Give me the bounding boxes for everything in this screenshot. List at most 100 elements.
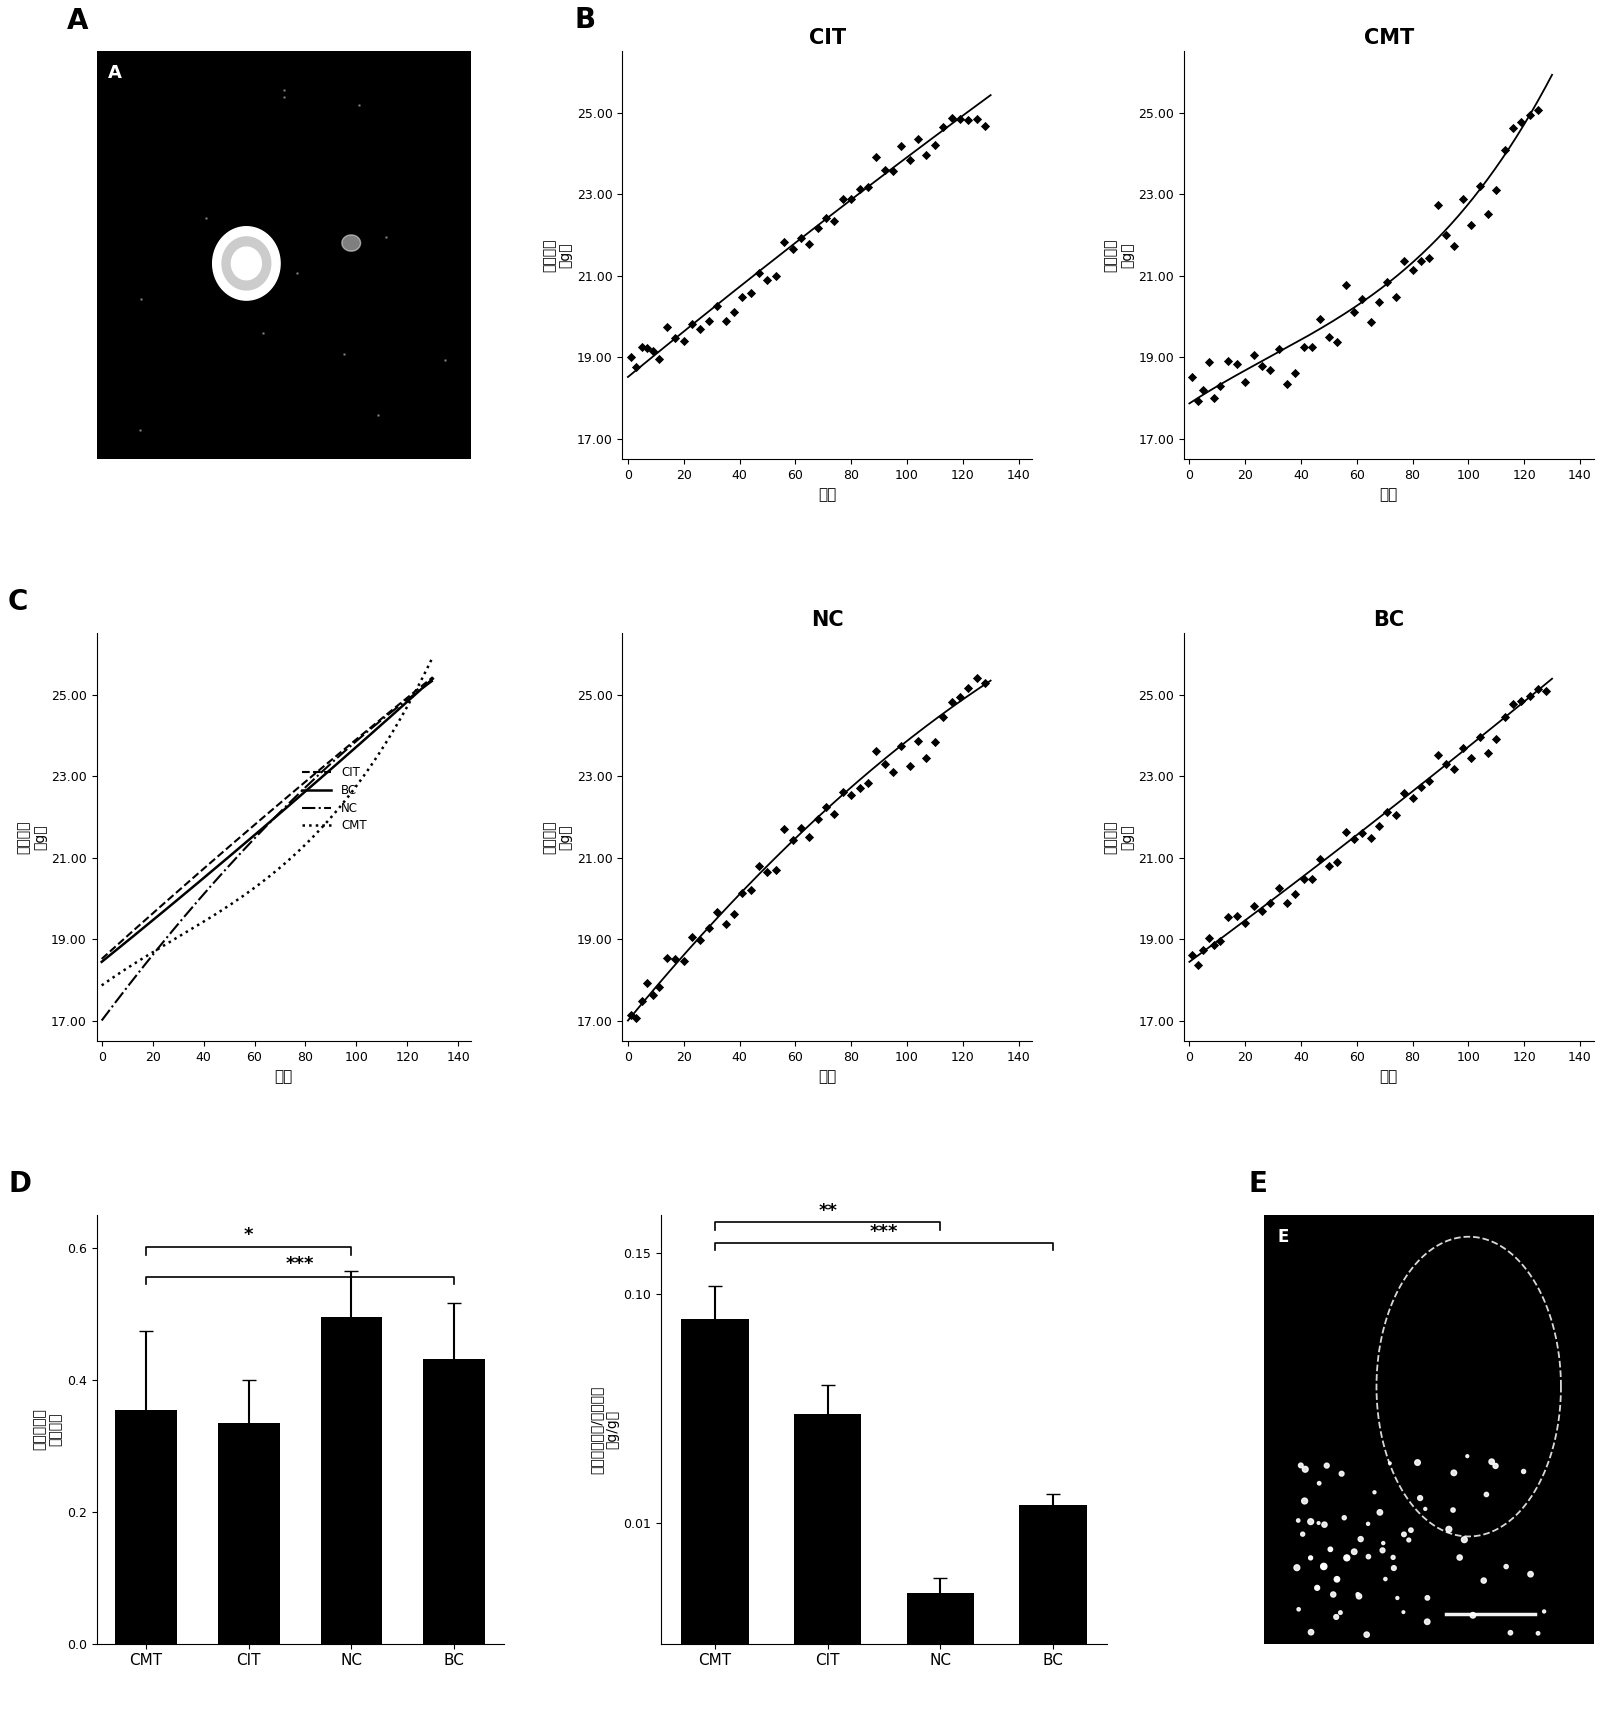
Point	[829, 185, 855, 212]
Point	[1377, 1450, 1402, 1477]
Point	[1501, 690, 1526, 717]
Point	[696, 306, 721, 334]
Point	[1370, 1529, 1396, 1556]
NC	[372, 710, 391, 731]
Point	[1356, 1543, 1381, 1570]
Point	[1452, 1525, 1478, 1553]
Point	[1441, 1459, 1467, 1486]
Point	[1459, 211, 1484, 238]
CMT	[295, 835, 314, 856]
BC	[372, 716, 391, 736]
Point	[671, 327, 697, 354]
Point	[1196, 348, 1222, 375]
Point	[897, 147, 923, 175]
Y-axis label: 小鼠体重
（g）: 小鼠体重 （g）	[543, 820, 573, 854]
Point	[787, 815, 813, 842]
Title: BC: BC	[1373, 611, 1404, 630]
Point	[787, 224, 813, 252]
Point	[346, 91, 372, 118]
Point	[630, 988, 655, 1015]
Point	[1216, 904, 1241, 931]
Point	[972, 669, 998, 697]
Bar	[1019, 1505, 1087, 1712]
Point	[1451, 185, 1476, 212]
Point	[1341, 1537, 1367, 1565]
Point	[1381, 1554, 1407, 1582]
Point	[1397, 1517, 1423, 1544]
NC	[295, 777, 314, 798]
Point	[713, 911, 739, 938]
Point	[1483, 176, 1509, 204]
Point	[1224, 902, 1249, 930]
Point	[1333, 272, 1359, 300]
Point	[1249, 353, 1275, 380]
Line: CMT: CMT	[101, 657, 433, 986]
Point	[771, 815, 797, 842]
Point	[1249, 897, 1275, 924]
Point	[839, 187, 865, 214]
Point	[687, 926, 713, 954]
Point	[1517, 681, 1542, 709]
Point	[939, 104, 964, 132]
Bar	[320, 1318, 382, 1644]
Point	[964, 106, 990, 134]
Bar	[114, 1409, 177, 1644]
Point	[913, 140, 939, 168]
Point	[1306, 1510, 1331, 1537]
Point	[1433, 221, 1459, 248]
Point	[1417, 245, 1443, 272]
Point	[839, 781, 865, 808]
Point	[374, 224, 399, 252]
Point	[1265, 875, 1291, 902]
Point	[871, 156, 897, 183]
Point	[1436, 1515, 1462, 1543]
Bar	[906, 1592, 974, 1712]
Point	[1265, 336, 1291, 363]
Polygon shape	[222, 236, 270, 289]
Point	[1328, 1599, 1354, 1626]
Point	[1399, 784, 1425, 811]
Point	[1224, 349, 1249, 377]
BC	[423, 668, 443, 688]
CIT	[372, 709, 391, 729]
Point	[1346, 1582, 1372, 1609]
Point	[1518, 1561, 1544, 1589]
Point	[1328, 1460, 1354, 1488]
Point	[1441, 1496, 1467, 1524]
Point	[1356, 1510, 1381, 1537]
Point	[1409, 774, 1435, 801]
Point	[1367, 811, 1393, 839]
Point	[1179, 942, 1204, 969]
Point	[646, 972, 671, 1000]
Text: B: B	[575, 7, 596, 34]
Point	[1492, 704, 1518, 731]
Point	[955, 675, 980, 702]
Point	[654, 313, 679, 341]
Point	[1407, 1484, 1433, 1512]
Text: A: A	[66, 7, 89, 34]
Point	[1414, 1608, 1439, 1635]
Point	[1307, 305, 1333, 332]
Point	[721, 901, 747, 928]
Point	[1299, 865, 1325, 892]
Point	[964, 664, 990, 692]
Point	[755, 858, 781, 885]
Point	[641, 981, 667, 1008]
Point	[745, 853, 771, 880]
Text: C: C	[8, 589, 29, 616]
Point	[1517, 101, 1542, 128]
Point	[1190, 936, 1216, 964]
Point	[1441, 755, 1467, 782]
Point	[813, 204, 839, 231]
Point	[630, 334, 655, 361]
Point	[1425, 741, 1451, 769]
Point	[955, 106, 980, 134]
X-axis label: 天数: 天数	[818, 1070, 837, 1084]
Point	[923, 132, 948, 159]
Text: *: *	[245, 1226, 253, 1243]
Point	[905, 728, 931, 755]
Point	[797, 229, 823, 257]
CMT	[393, 705, 412, 726]
Point	[623, 1005, 649, 1032]
BC	[393, 697, 412, 717]
